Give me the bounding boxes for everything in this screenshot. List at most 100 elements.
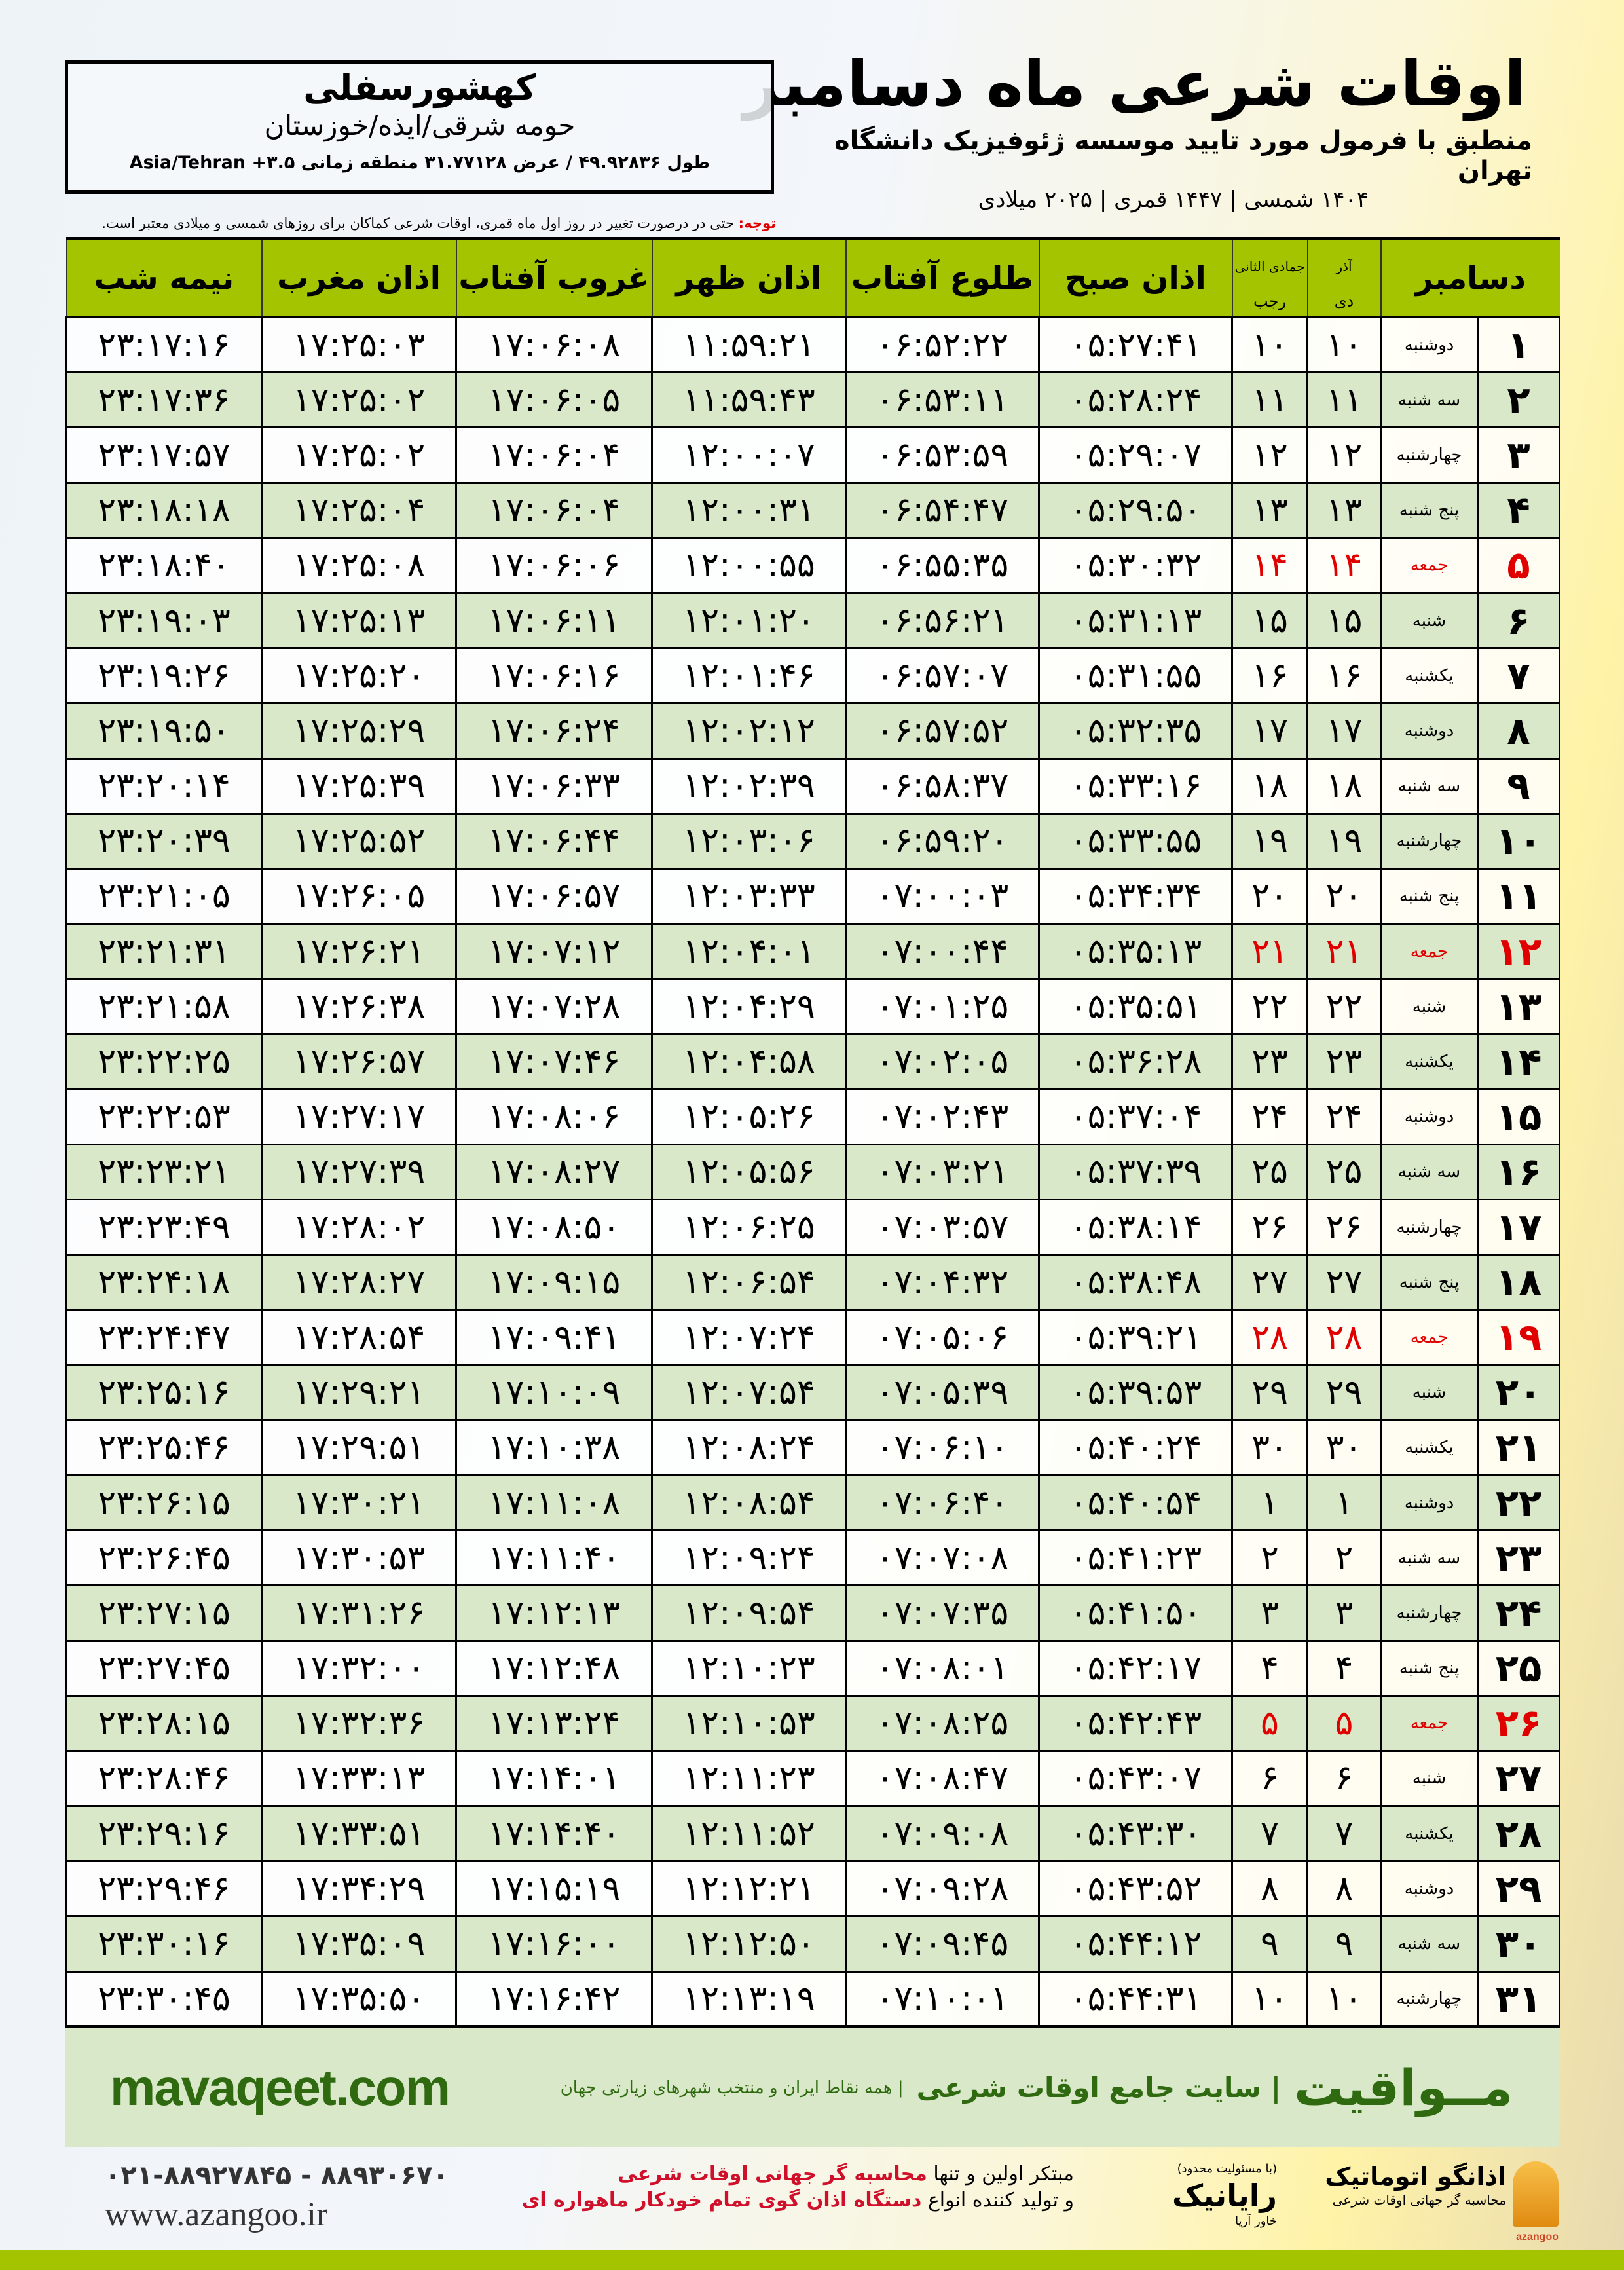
azangoo-link[interactable]: www.azangoo.ir [105,2196,328,2233]
midnight-time: ۲۳:۲۸:۱۵ [65,1694,263,1752]
sunset-time: ۱۷:۱۱:۰۸ [455,1474,653,1532]
shamsi-day: ۹ [1306,1915,1382,1973]
weekday: سه شنبه [1380,1143,1479,1201]
weekday: چهارشنبه [1380,426,1479,484]
sunrise-time: ۰۷:۰۵:۰۶ [845,1309,1040,1366]
header-qamari: جمادی الثانی رجب [1231,237,1308,318]
maghrib-time: ۱۷:۲۵:۳۹ [261,757,457,815]
mavaqeet-link[interactable]: mavaqeet.com [110,2058,451,2116]
shamsi-day: ۲۹ [1306,1364,1382,1421]
qamari-day: ۸ [1231,1860,1308,1918]
table-row: ۲۳ سه شنبه ۲ ۲ ۰۵:۴۱:۲۳ ۰۷:۰۷:۰۸ ۱۲:۰۹:۲۴ ۱۷:۱۱… [65,1529,1560,1587]
weekday: چهارشنبه [1380,1970,1479,2028]
weekday: سه شنبه [1380,1529,1479,1587]
dhuhr-time: ۱۲:۱۲:۲۱ [651,1860,847,1918]
sunrise-time: ۰۷:۰۹:۴۵ [845,1915,1040,1973]
midnight-time: ۲۳:۱۷:۱۶ [65,316,263,374]
qamari-day: ۲۶ [1231,1198,1308,1256]
azangoo-name: اذانگو اتوماتیک [1325,2162,1506,2191]
day-number: ۲۶ [1477,1694,1560,1752]
table-row: ۱۹ جمعه ۲۸ ۲۸ ۰۵:۳۹:۲۱ ۰۷:۰۵:۰۶ ۱۲:۰۷:۲۴ ۱۷:۰۹:… [65,1309,1560,1366]
note-text: حتی در درصورت تغییر در روز اول ماه قمری،… [101,215,739,231]
sunrise-time: ۰۷:۰۹:۲۸ [845,1860,1040,1918]
sunrise-time: ۰۷:۰۰:۴۴ [845,923,1040,980]
note-label: توجه: [738,215,776,231]
maghrib-time: ۱۷:۲۵:۰۳ [261,316,457,374]
banner-brand-row: مــواقیت | سایت جامع اوقات شرعی | همه نق… [561,2028,1513,2147]
shamsi-day: ۱۰ [1306,316,1382,374]
maghrib-time: ۱۷:۲۵:۰۸ [261,536,457,594]
sunrise-time: ۰۶:۵۷:۰۷ [845,647,1040,705]
table-row: ۱۷ چهارشنبه ۲۶ ۲۶ ۰۵:۳۸:۱۴ ۰۷:۰۳:۵۷ ۱۲:۰۶:۲۵ ۱۷… [65,1198,1560,1256]
qamari-day: ۱۱ [1231,371,1308,429]
dhuhr-time: ۱۲:۱۳:۱۹ [651,1970,847,2028]
weekday: پنج شنبه [1380,867,1479,925]
day-number: ۲ [1477,371,1560,429]
dhuhr-time: ۱۲:۰۲:۳۹ [651,757,847,815]
sunset-time: ۱۷:۰۷:۲۸ [455,978,653,1035]
fajr-time: ۰۵:۳۹:۲۱ [1038,1309,1233,1366]
header-shamsi-top: آذر [1336,258,1352,274]
shamsi-day: ۲۶ [1306,1198,1382,1256]
day-number: ۳۰ [1477,1915,1560,1973]
banner-tagline-secondary: | همه نقاط ایران و منتخب شهرهای زیارتی ج… [560,2077,904,2098]
day-number: ۲۳ [1477,1529,1560,1587]
day-number: ۶ [1477,591,1560,650]
fajr-time: ۰۵:۲۸:۲۴ [1038,371,1233,429]
maghrib-time: ۱۷:۲۵:۰۴ [261,481,457,539]
sunrise-time: ۰۷:۰۰:۰۳ [845,867,1040,925]
sunset-time: ۱۷:۰۶:۰۴ [455,481,653,539]
mosque-dome-icon [1513,2161,1559,2227]
maghrib-time: ۱۷:۲۵:۰۲ [261,426,457,484]
shamsi-day: ۱ [1306,1474,1382,1532]
day-number: ۱۱ [1477,867,1560,925]
fajr-time: ۰۵:۴۴:۱۲ [1038,1915,1233,1973]
qamari-day: ۴ [1231,1639,1308,1697]
sunrise-time: ۰۶:۵۶:۲۱ [845,591,1040,650]
table-row: ۷ یکشنبه ۱۶ ۱۶ ۰۵:۳۱:۵۵ ۰۶:۵۷:۰۷ ۱۲:۰۱:۴۶ ۱۷:۰۶… [65,647,1560,705]
qamari-day: ۲۴ [1231,1088,1308,1145]
qamari-day: ۱ [1231,1474,1308,1532]
maghrib-time: ۱۷:۳۳:۱۳ [261,1749,457,1808]
day-number: ۱۷ [1477,1198,1560,1256]
qamari-day: ۱۲ [1231,426,1308,484]
dhuhr-time: ۱۲:۰۱:۴۶ [651,647,847,705]
sunset-time: ۱۷:۰۶:۰۴ [455,426,653,484]
shamsi-day: ۲ [1306,1529,1382,1587]
shamsi-day: ۱۵ [1306,591,1382,650]
shamsi-day: ۲۴ [1306,1088,1382,1145]
sunrise-time: ۰۷:۰۶:۱۰ [845,1419,1040,1476]
weekday: دوشنبه [1380,702,1479,760]
table-row: ۲۲ دوشنبه ۱ ۱ ۰۵:۴۰:۵۴ ۰۷:۰۶:۴۰ ۱۲:۰۸:۵۴ ۱۷:۱۱:… [65,1474,1560,1532]
table-row: ۱۱ پنج شنبه ۲۰ ۲۰ ۰۵:۳۴:۳۴ ۰۷:۰۰:۰۳ ۱۲:۰۳:۳۳ ۱۷… [65,867,1560,925]
sunset-time: ۱۷:۰۶:۴۴ [455,812,653,870]
sunrise-time: ۰۶:۵۴:۴۷ [845,481,1040,539]
header-month: دسامبر [1380,237,1560,318]
qamari-day: ۱۸ [1231,757,1308,815]
sunset-time: ۱۷:۰۹:۱۵ [455,1254,653,1311]
phone-numbers: ۰۲۱-۸۸۹۲۷۸۴۵ - ۸۸۹۳۰۶۷۰ [105,2161,449,2191]
shamsi-day: ۲۸ [1306,1309,1382,1366]
header-qamari-top: جمادی الثانی [1234,258,1305,274]
weekday: دوشنبه [1380,316,1479,374]
dhuhr-time: ۱۲:۱۰:۵۳ [651,1694,847,1752]
year-line: ۱۴۰۴ شمسی | ۱۴۴۷ قمری | ۲۰۲۵ میلادی [978,187,1369,213]
dhuhr-time: ۱۲:۰۳:۰۶ [651,812,847,870]
sunset-time: ۱۷:۰۶:۳۳ [455,757,653,815]
fajr-time: ۰۵:۲۹:۵۰ [1038,481,1233,539]
shamsi-day: ۳۰ [1306,1419,1382,1476]
day-number: ۱۹ [1477,1309,1560,1366]
fajr-time: ۰۵:۴۳:۵۲ [1038,1860,1233,1918]
midnight-time: ۲۳:۲۰:۳۹ [65,812,263,870]
fajr-time: ۰۵:۴۳:۳۰ [1038,1805,1233,1863]
weekday: جمعه [1380,923,1479,980]
sunrise-time: ۰۷:۰۹:۰۸ [845,1805,1040,1863]
sunset-time: ۱۷:۱۵:۱۹ [455,1860,653,1918]
dhuhr-time: ۱۲:۰۸:۲۴ [651,1419,847,1476]
shamsi-day: ۸ [1306,1860,1382,1918]
header-shamsi-bottom: دی [1334,292,1354,310]
header-sunset: غروب آفتاب [455,237,652,318]
qamari-day: ۲۰ [1231,867,1308,925]
table-row: ۳۰ سه شنبه ۹ ۹ ۰۵:۴۴:۱۲ ۰۷:۰۹:۴۵ ۱۲:۱۲:۵۰ ۱۷:۱۶… [65,1915,1560,1973]
weekday: پنج شنبه [1380,1254,1479,1311]
